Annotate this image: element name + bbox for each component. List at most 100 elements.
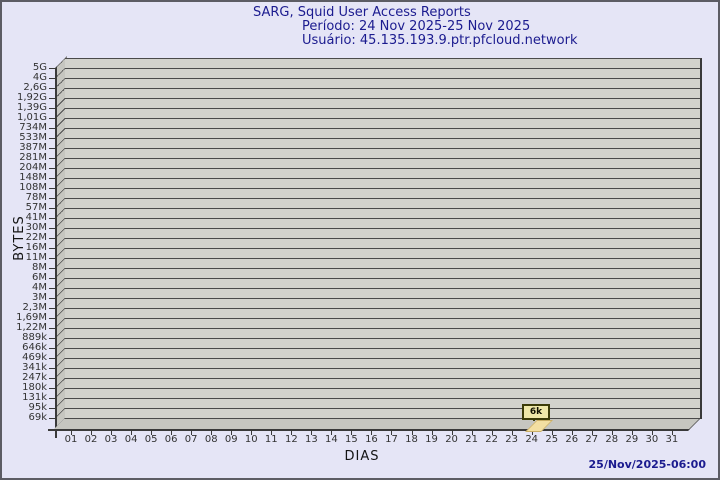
y-tick-mark — [49, 278, 55, 279]
y-tick-mark — [49, 128, 55, 129]
x-tick-mark — [511, 430, 513, 435]
y-tick-mark — [49, 68, 55, 69]
y-tick-label: 8M — [32, 262, 47, 273]
y-tick-mark — [49, 318, 55, 319]
x-tick-label: 23 — [505, 434, 519, 445]
x-tick-label: 06 — [164, 434, 178, 445]
y-tick-label: 533M — [19, 132, 47, 143]
y-tick-mark — [49, 258, 55, 259]
y-tick-label: 22M — [25, 232, 47, 243]
x-tick-mark — [331, 430, 333, 435]
x-tick-label: 27 — [585, 434, 599, 445]
x-tick-mark — [251, 430, 253, 435]
x-tick-label: 18 — [405, 434, 418, 445]
plot-back-wall — [65, 58, 702, 419]
y-tick-mark — [49, 408, 55, 409]
x-tick-mark — [611, 430, 613, 435]
y-tick-mark — [49, 168, 55, 169]
x-tick-mark — [171, 430, 173, 435]
y-tick-mark — [49, 208, 55, 209]
x-tick-label: 09 — [224, 434, 238, 445]
x-tick-mark — [591, 430, 593, 435]
y-tick-mark — [49, 218, 55, 219]
x-tick-label: 31 — [665, 434, 679, 445]
y-tick-mark — [49, 148, 55, 149]
y-tick-label: 30M — [25, 222, 47, 233]
y-tick-mark — [49, 308, 55, 309]
chart-subtitle-user: Usuário: 45.135.193.9.ptr.pfcloud.networ… — [302, 33, 578, 48]
x-tick-mark — [211, 430, 213, 435]
x-tick-mark — [651, 430, 653, 435]
y-tick-label: 1,92G — [16, 92, 47, 103]
plot-floor — [52, 418, 701, 431]
x-axis-label: DIAS — [344, 449, 380, 464]
x-tick-label: 25 — [545, 434, 559, 445]
y-tick-label: 247k — [22, 372, 47, 383]
y-tick-label: 1,01G — [16, 112, 47, 123]
y-tick-mark — [49, 248, 55, 249]
y-tick-mark — [49, 298, 55, 299]
y-tick-mark — [49, 88, 55, 89]
generated-timestamp: 25/Nov/2025-06:00 — [588, 458, 706, 471]
y-tick-mark — [49, 358, 55, 359]
x-tick-label: 15 — [345, 434, 358, 445]
y-tick-label: 2,3M — [22, 302, 47, 313]
x-tick-label: 14 — [325, 434, 338, 445]
y-tick-mark — [49, 158, 55, 159]
y-tick-mark — [49, 198, 55, 199]
y-tick-mark — [49, 418, 55, 419]
x-tick-mark — [431, 430, 433, 435]
x-tick-label: 13 — [304, 434, 318, 445]
y-tick-mark — [49, 288, 55, 289]
x-tick-label: 29 — [625, 434, 639, 445]
y-tick-label: 4G — [32, 72, 47, 83]
y-tick-label: 16M — [25, 242, 47, 253]
value-marker-label: 6k — [522, 404, 550, 420]
x-tick-label: 17 — [385, 434, 398, 445]
chart-title: SARG, Squid User Access Reports — [253, 5, 471, 20]
y-tick-label: 95k — [28, 402, 47, 413]
y-tick-label: 131k — [22, 392, 47, 403]
y-tick-mark — [49, 338, 55, 339]
y-tick-mark — [49, 188, 55, 189]
x-tick-label: 19 — [425, 434, 438, 445]
y-tick-mark — [49, 138, 55, 139]
y-tick-label: 1,69M — [16, 312, 47, 323]
x-tick-mark — [551, 430, 553, 435]
y-tick-label: 281M — [19, 152, 47, 163]
y-tick-label: 5G — [32, 62, 47, 73]
x-tick-label: 16 — [365, 434, 378, 445]
y-tick-mark — [49, 388, 55, 389]
x-tick-label: 04 — [124, 434, 138, 445]
y-tick-mark — [49, 238, 55, 239]
y-tick-label: 204M — [19, 162, 47, 173]
x-tick-mark — [291, 430, 293, 435]
chart-subtitle-period: Período: 24 Nov 2025-25 Nov 2025 — [302, 19, 531, 34]
y-tick-mark — [49, 118, 55, 119]
y-tick-mark — [49, 268, 55, 269]
x-tick-label: 28 — [605, 434, 619, 445]
y-tick-mark — [49, 368, 55, 369]
y-tick-label: 108M — [19, 182, 47, 193]
y-tick-label: 341k — [22, 362, 47, 373]
x-tick-label: 26 — [565, 434, 579, 445]
x-tick-label: 24 — [525, 434, 539, 445]
y-tick-label: 69k — [28, 412, 47, 423]
x-tick-mark — [371, 430, 373, 435]
y-tick-label: 646k — [22, 342, 47, 353]
x-tick-label: 01 — [64, 434, 78, 445]
x-tick-mark — [671, 430, 673, 435]
x-tick-mark — [151, 430, 153, 435]
y-tick-label: 148M — [19, 172, 47, 183]
y-tick-label: 889k — [22, 332, 47, 343]
x-tick-mark — [351, 430, 353, 435]
x-tick-mark — [491, 430, 493, 435]
x-tick-mark — [111, 430, 113, 435]
y-tick-mark — [49, 78, 55, 79]
x-tick-label: 20 — [445, 434, 458, 445]
y-tick-label: 2,6G — [23, 82, 47, 93]
x-tick-mark — [471, 430, 473, 435]
y-tick-label: 1,22M — [16, 322, 47, 333]
x-tick-label: 12 — [284, 434, 298, 445]
y-tick-mark — [49, 98, 55, 99]
